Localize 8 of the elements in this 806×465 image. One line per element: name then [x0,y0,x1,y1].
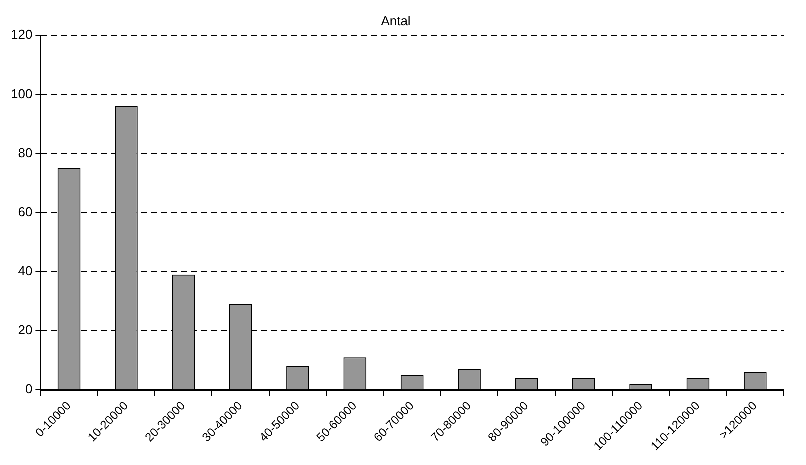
chart-title: Antal [381,13,411,28]
y-tick-label: 120 [10,27,33,42]
y-tick-label: 40 [18,264,33,279]
y-tick-label: 20 [18,322,33,338]
y-tick-label: 60 [18,204,33,220]
y-tick-label: 80 [18,145,33,160]
y-tick-label: 100 [10,86,33,102]
y-tick-label: 0 [25,382,33,397]
